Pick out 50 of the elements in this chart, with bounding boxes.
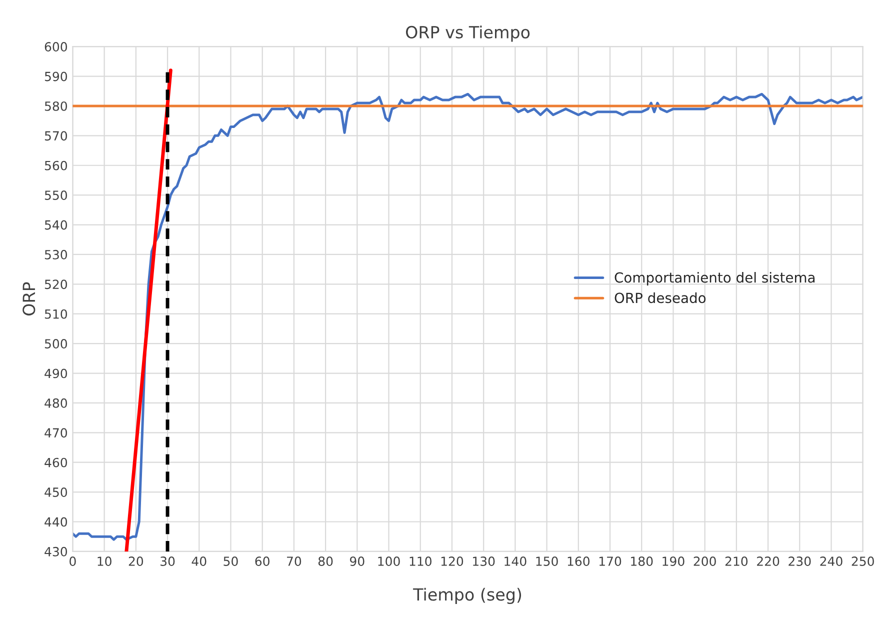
y-tick-label: 470 [44, 428, 68, 438]
y-tick-label: 530 [44, 250, 68, 260]
y-tick-label: 600 [44, 42, 68, 52]
x-tick-label: 70 [287, 556, 302, 566]
x-tick-label: 30 [160, 556, 175, 566]
y-tick-label: 450 [44, 488, 68, 497]
x-tick-label: 210 [725, 556, 748, 566]
x-tick-label: 40 [192, 556, 206, 566]
x-tick-label: 110 [410, 556, 432, 566]
x-tick-label: 230 [788, 556, 811, 566]
x-tick-label: 140 [504, 556, 526, 566]
x-tick-label: 100 [378, 556, 400, 566]
x-tick-label: 130 [473, 556, 495, 566]
line-series [72, 92, 863, 541]
x-tick-label: 190 [662, 556, 684, 566]
legend-label: Comportamiento del sistema [614, 272, 815, 286]
x-tick-label: 80 [318, 556, 333, 566]
x-tick-label: 180 [631, 556, 653, 566]
x-tick-label: 20 [128, 556, 144, 566]
x-tick-label: 60 [255, 556, 270, 566]
y-tick-label: 480 [44, 398, 68, 408]
x-tick-label: 200 [694, 556, 716, 566]
y-tick-label: 590 [44, 72, 68, 82]
x-tick-label: 150 [536, 556, 558, 566]
x-tick-label: 250 [852, 556, 874, 566]
x-tick-label: 10 [98, 556, 112, 566]
y-tick-label: 440 [44, 517, 68, 527]
x-tick-label: 50 [224, 556, 238, 566]
y-tick-label: 460 [44, 458, 68, 468]
y-tick-label: 570 [44, 131, 68, 141]
y-tick-label: 580 [44, 101, 68, 111]
y-tick-label: 490 [44, 368, 68, 378]
y-tick-label: 560 [44, 160, 68, 170]
x-tick-label: 120 [441, 556, 464, 566]
x-tick-label: 160 [568, 556, 590, 566]
x-axis-title: Tiempo (seg) [413, 588, 522, 604]
x-tick-label: 240 [820, 556, 842, 566]
y-tick-label: 510 [44, 309, 68, 319]
y-tick-label: 430 [44, 546, 68, 556]
x-tick-label: 90 [350, 556, 364, 566]
chart-title: ORP vs Tiempo [406, 26, 530, 42]
x-tick-label: 170 [599, 556, 622, 566]
legend-label: ORP deseado [614, 292, 706, 304]
y-tick-label: 550 [44, 190, 68, 200]
y-tick-label: 520 [44, 280, 68, 290]
x-tick-label: 0 [70, 556, 76, 566]
y-tick-label: 540 [44, 220, 68, 230]
x-tick-label: 220 [757, 556, 780, 566]
y-tick-label: 500 [44, 339, 68, 348]
y-axis-title: ORP [22, 282, 36, 316]
